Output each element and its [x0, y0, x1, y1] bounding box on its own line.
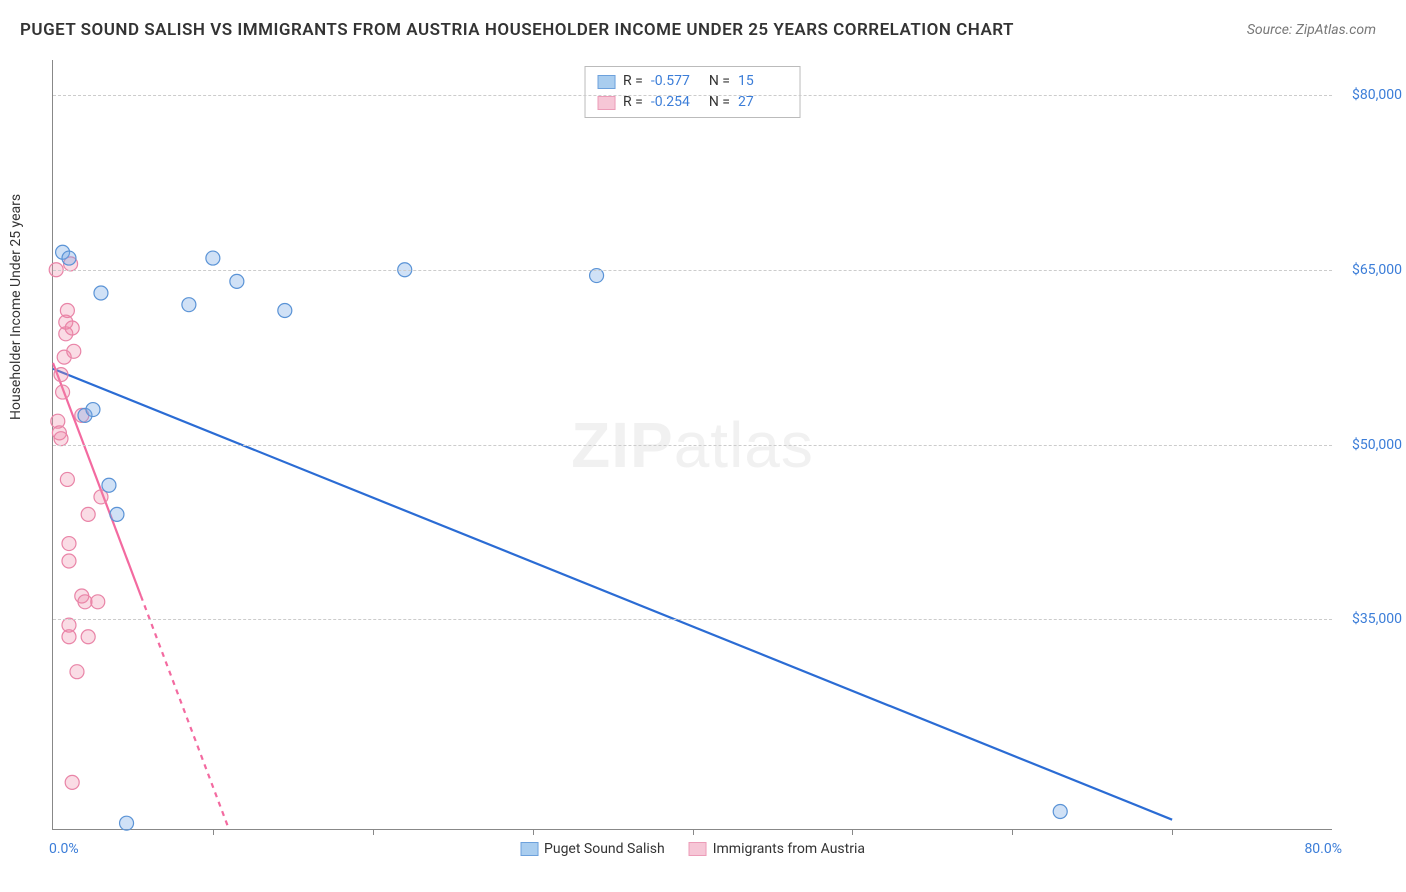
regression-line: [53, 369, 1172, 820]
gridline: [53, 619, 1332, 620]
data-point: [70, 665, 84, 679]
data-point: [78, 595, 92, 609]
data-point: [81, 507, 95, 521]
data-point: [120, 816, 134, 830]
data-point: [182, 298, 196, 312]
gridline: [53, 445, 1332, 446]
bottom-legend: Puget Sound Salish Immigrants from Austr…: [520, 841, 865, 857]
data-point: [60, 304, 74, 318]
x-tick: [693, 829, 694, 835]
y-tick-label: $65,000: [1337, 262, 1402, 278]
data-point: [62, 537, 76, 551]
data-point: [110, 507, 124, 521]
data-point: [91, 595, 105, 609]
x-tick: [213, 829, 214, 835]
source-attribution: Source: ZipAtlas.com: [1247, 22, 1376, 38]
data-point: [81, 630, 95, 644]
data-point: [230, 274, 244, 288]
data-point: [86, 403, 100, 417]
data-point: [65, 321, 79, 335]
legend-label-0: Puget Sound Salish: [544, 841, 665, 857]
data-point: [62, 251, 76, 265]
data-point: [206, 251, 220, 265]
y-axis-label: Householder Income Under 25 years: [8, 194, 24, 420]
data-point: [278, 304, 292, 318]
legend-item-1: Immigrants from Austria: [689, 841, 865, 857]
x-tick: [1012, 829, 1013, 835]
data-point: [65, 775, 79, 789]
x-tick: [1172, 829, 1173, 835]
data-point: [102, 478, 116, 492]
y-tick-label: $80,000: [1337, 87, 1402, 103]
legend-label-1: Immigrants from Austria: [713, 841, 865, 857]
gridline: [53, 270, 1332, 271]
data-point: [67, 344, 81, 358]
data-point: [60, 472, 74, 486]
y-tick-label: $35,000: [1337, 611, 1402, 627]
gridline: [53, 95, 1332, 96]
data-point: [94, 286, 108, 300]
y-tick-label: $50,000: [1337, 437, 1402, 453]
legend-item-0: Puget Sound Salish: [520, 841, 665, 857]
x-tick: [533, 829, 534, 835]
data-point: [56, 385, 70, 399]
x-tick: [373, 829, 374, 835]
data-point: [1053, 805, 1067, 819]
data-point: [62, 630, 76, 644]
x-min-label: 0.0%: [49, 841, 79, 857]
legend-swatch-1: [689, 842, 707, 856]
data-point: [62, 554, 76, 568]
x-max-label: 80.0%: [1304, 841, 1342, 857]
regression-line: [141, 596, 229, 829]
plot-area: ZIPatlas R = -0.577 N = 15 R = -0.254 N …: [52, 60, 1332, 830]
chart-title: PUGET SOUND SALISH VS IMMIGRANTS FROM AU…: [20, 20, 1014, 40]
legend-swatch-0: [520, 842, 538, 856]
x-tick: [852, 829, 853, 835]
data-point: [54, 368, 68, 382]
